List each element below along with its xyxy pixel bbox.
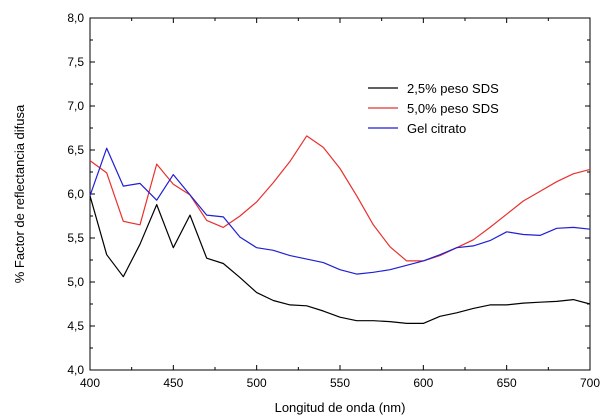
y-axis-title: % Factor de reflectancia difusa [12,104,27,283]
x-tick-label: 700 [580,376,600,390]
y-tick-label: 7,0 [67,99,84,113]
series-line-2 [89,135,591,262]
x-tick-label: 500 [247,376,267,390]
x-tick-labels: 400 450 500 550 600 650 700 [80,376,600,390]
series-line-3 [89,147,591,275]
series-lines [89,135,591,324]
legend-label-series-2: 5,0% peso SDS [407,101,499,116]
legend-label-series-3: Gel citrato [407,121,466,136]
y-tick-label: 6,0 [67,187,84,201]
y-tick-label: 7,5 [67,55,84,69]
y-tick-label: 4,0 [67,363,84,377]
axis-ticks [89,17,591,371]
series-line-1 [89,195,591,324]
y-tick-label: 4,5 [67,319,84,333]
y-tick-labels: 4,0 4,5 5,0 5,5 6,0 6,5 7,0 7,5 8,0 [67,11,84,377]
y-tick-label: 5,5 [67,231,84,245]
legend-label-series-1: 2,5% peso SDS [407,81,499,96]
x-axis-title: Longitud de onda (nm) [275,400,406,415]
x-tick-label: 600 [413,376,433,390]
x-tick-label: 650 [497,376,517,390]
y-tick-label: 6,5 [67,143,84,157]
x-tick-label: 550 [330,376,350,390]
y-tick-label: 5,0 [67,275,84,289]
x-tick-label: 400 [80,376,100,390]
legend: 2,5% peso SDS 5,0% peso SDS Gel citrato [368,81,499,136]
y-tick-label: 8,0 [67,11,84,25]
x-tick-label: 450 [163,376,183,390]
